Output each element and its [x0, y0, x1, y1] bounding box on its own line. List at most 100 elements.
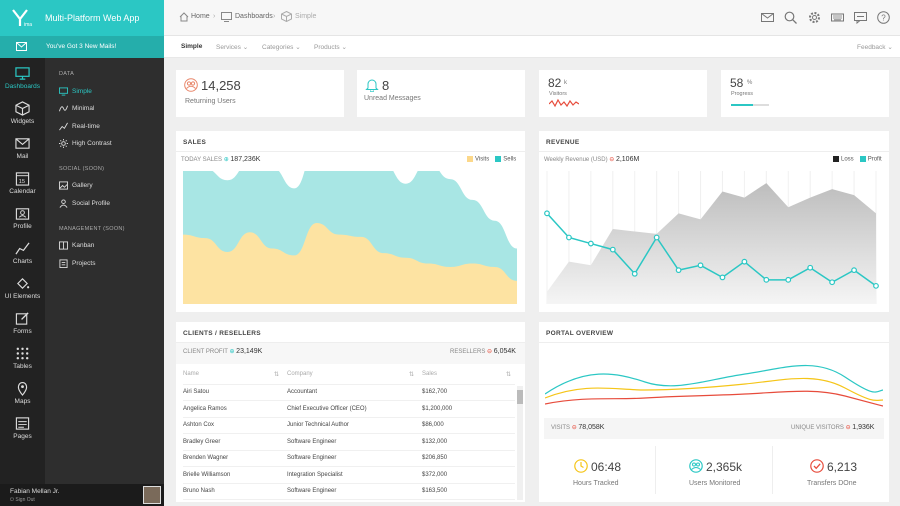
rail-item-forms[interactable]: Forms	[0, 311, 45, 345]
rail-item-ui-elements[interactable]: UI Elements	[0, 276, 45, 310]
progress-track	[731, 104, 769, 106]
stat-card-returning-users: 14,258 Returning Users	[176, 70, 344, 117]
divider	[655, 446, 656, 494]
avatar[interactable]	[143, 486, 161, 504]
edit-icon	[15, 312, 29, 325]
table-row[interactable]: Bradley Greer Software Engineer $132,000	[183, 433, 515, 451]
tab-products[interactable]: Products ⌄	[314, 44, 347, 51]
rail-item-charts[interactable]: Charts	[0, 241, 45, 275]
metric-value: 6,213	[827, 460, 858, 474]
sign-out-link[interactable]: ⏻ Sign Out	[10, 497, 35, 503]
sales-area-chart	[183, 171, 517, 304]
cell-company: Software Engineer	[287, 450, 422, 467]
rail-item-dashboards[interactable]: Dashboards	[0, 66, 45, 100]
rail-item-widgets[interactable]: Widgets	[0, 101, 45, 135]
mini-label: TODAY SALES	[181, 157, 223, 163]
metric-label: Users Monitored	[689, 480, 741, 487]
submenu-item-minimal[interactable]: Minimal	[59, 104, 94, 113]
rail-item-maps[interactable]: Maps	[0, 381, 45, 415]
envelope-icon[interactable]	[761, 11, 774, 24]
summary-bar	[176, 343, 525, 364]
id-card-icon	[15, 208, 30, 220]
submenu-label: Real-time	[72, 123, 100, 131]
column-label: Company	[287, 371, 313, 378]
stat-value: 8	[382, 78, 390, 93]
rail-item-profile[interactable]: Profile	[0, 206, 45, 240]
cell-name: Brenden Wagner	[183, 450, 287, 467]
mail-notice[interactable]: You've Got 3 New Mails!	[0, 36, 164, 58]
help-icon[interactable]: ?	[877, 11, 890, 24]
gear-icon[interactable]	[808, 11, 821, 24]
tab-label: Services	[216, 44, 241, 51]
wave-icon	[59, 105, 68, 112]
column-header-name[interactable]: Name ⇅	[183, 366, 287, 385]
table-row[interactable]: Airi Satou Accountant $162,700	[183, 384, 515, 401]
rail-label: Maps	[14, 398, 31, 405]
mini-value: 2,106M	[615, 156, 640, 163]
divider	[176, 151, 525, 152]
card-title: CLIENTS / RESELLERS	[183, 330, 261, 337]
card-title: SALES	[183, 139, 207, 146]
breadcrumb-home[interactable]: Home	[191, 13, 210, 20]
profit-point	[873, 282, 879, 289]
submenu-header-data: DATA	[59, 71, 75, 77]
table-row[interactable]: Angelica Ramos Chief Executive Officer (C…	[183, 400, 515, 418]
cell-sales: $162,700	[422, 384, 515, 401]
submenu-item-high-contrast[interactable]: High Contrast	[59, 139, 112, 148]
stat-label: Returning Users	[185, 98, 236, 105]
line-profit	[546, 212, 877, 287]
rail-item-tables[interactable]: Tables	[0, 346, 45, 380]
tab-label: Categories	[262, 44, 294, 51]
envelope-icon	[15, 138, 30, 149]
svg-text:?: ?	[881, 14, 886, 23]
submenu-item-kanban[interactable]: Kanban	[59, 241, 94, 250]
pulse-icon	[59, 122, 68, 131]
profit-point	[719, 274, 726, 281]
mini-label: RESELLERS	[450, 349, 486, 355]
rail-item-mail[interactable]: Mail	[0, 136, 45, 170]
legend-label: Loss	[841, 156, 854, 163]
cube-icon	[15, 101, 30, 116]
monitor-icon	[221, 12, 232, 22]
rail-item-pages[interactable]: Pages	[0, 416, 45, 450]
table-row[interactable]: Brielle Williamson Integration Specialist…	[183, 466, 515, 484]
breadcrumb-dashboards[interactable]: Dashboards	[235, 13, 273, 20]
scrollbar[interactable]	[517, 386, 523, 500]
submenu-item-projects[interactable]: Projects	[59, 259, 95, 268]
scrollbar-thumb[interactable]	[517, 390, 523, 404]
submenu-item-gallery[interactable]: Gallery	[59, 181, 93, 190]
rail-item-calendar[interactable]: 15 Calendar	[0, 171, 45, 205]
clients-card: CLIENTS / RESELLERS CLIENT PROFIT ⊕ 23,1…	[176, 322, 525, 502]
search-icon[interactable]	[784, 11, 797, 24]
mail-notice-text: You've Got 3 New Mails!	[46, 43, 117, 50]
submenu-item-social-profile[interactable]: Social Profile	[59, 199, 110, 208]
submenu-item-simple[interactable]: Simple	[59, 87, 92, 96]
cell-sales: $1,200,000	[422, 400, 515, 418]
tab-simple[interactable]: Simple	[181, 43, 203, 50]
table-row[interactable]: Bruno Nash Software Engineer $163,500	[183, 483, 515, 500]
keyboard-icon[interactable]	[831, 11, 844, 24]
tab-services[interactable]: Services ⌄	[216, 44, 249, 51]
card-title: PORTAL OVERVIEW	[546, 330, 614, 337]
column-header-sales[interactable]: Sales ⇅	[422, 366, 515, 385]
revenue-line-chart	[544, 171, 879, 304]
sign-out-label: Sign Out	[15, 497, 35, 503]
sparkline	[549, 98, 579, 108]
breadcrumb-simple: Simple	[295, 13, 317, 20]
chat-icon[interactable]	[854, 11, 867, 24]
trend-up-icon: ⊕	[223, 157, 229, 163]
legend-swatch	[859, 156, 866, 162]
sort-icon: ⇅	[408, 372, 414, 379]
breadcrumb-separator: ›	[213, 13, 216, 20]
table-row[interactable]: Ashton Cox Junior Technical Author $86,000	[183, 417, 515, 434]
tab-categories[interactable]: Categories ⌄	[262, 44, 301, 51]
table-row[interactable]: Brenden Wagner Software Engineer $206,850	[183, 450, 515, 467]
portal-wave-chart	[545, 364, 883, 407]
column-header-company[interactable]: Company ⇅	[287, 366, 422, 385]
feedback-menu[interactable]: Feedback ⌄	[857, 44, 893, 51]
mini-value: 6,054K	[493, 348, 516, 355]
cell-name: Ashton Cox	[183, 417, 287, 434]
clock-icon	[574, 459, 588, 473]
submenu-item-real-time[interactable]: Real-time	[59, 122, 100, 131]
submenu-label: Minimal	[72, 105, 95, 113]
